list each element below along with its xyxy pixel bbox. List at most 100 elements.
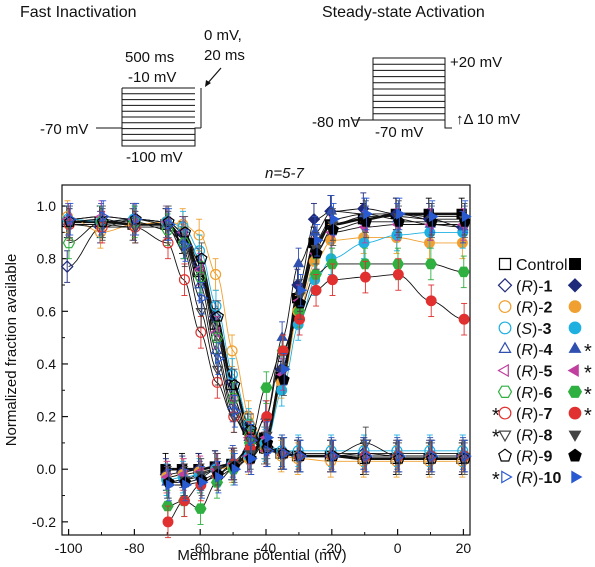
legend-filled-marker bbox=[568, 406, 582, 420]
legend-entry: (R)-4 * bbox=[498, 341, 592, 363]
point-inactivation bbox=[211, 365, 224, 376]
legend-paren-close: )- bbox=[533, 278, 544, 295]
legend-entry: (R)-6 * bbox=[497, 384, 592, 406]
point-activation bbox=[231, 463, 242, 475]
legend-filled-marker bbox=[567, 278, 583, 293]
point-inactivation bbox=[280, 447, 291, 460]
legend-entry: * (R)-10 bbox=[492, 469, 583, 491]
legend-paren-close: )- bbox=[533, 342, 544, 359]
legend-open-marker bbox=[497, 385, 513, 398]
x-tick-label: -100 bbox=[55, 540, 83, 556]
chart: n=5-7 -100 -80 -60 -40 -20 0 20 -0.2 0.0 0.2 0.4 0.… bbox=[3, 165, 472, 564]
legend-paren-close: )- bbox=[532, 321, 543, 338]
step-pointer-arrow bbox=[206, 67, 222, 85]
legend-label: (R)-10 bbox=[516, 470, 561, 487]
point-inactivation bbox=[228, 378, 241, 390]
legend-paren-open: ( bbox=[516, 321, 522, 338]
legend-stereo: R bbox=[521, 427, 533, 444]
legend-paren-open: ( bbox=[516, 449, 522, 466]
point-activation bbox=[359, 271, 371, 283]
x-axis-label: Membrane potential (mV) bbox=[177, 547, 346, 564]
point-activation bbox=[281, 363, 291, 375]
x-tick-label: 0 bbox=[394, 540, 402, 556]
point-inactivation bbox=[195, 252, 208, 264]
duration-label: 500 ms bbox=[125, 49, 174, 66]
legend-entry: (R)-9 bbox=[498, 448, 582, 466]
legend-filled-marker bbox=[568, 448, 582, 462]
significance-star: * bbox=[492, 426, 500, 448]
legend-label: (R)-1 bbox=[516, 278, 553, 295]
legend-label: (R)-4 bbox=[516, 342, 553, 359]
y-tick-label: -0.2 bbox=[32, 514, 56, 530]
y-tick-label: 0.2 bbox=[37, 409, 57, 425]
y-tick-label: 0.4 bbox=[37, 356, 57, 372]
activation-step-lines bbox=[352, 57, 452, 129]
point-activation bbox=[425, 295, 437, 307]
legend-open-marker bbox=[497, 277, 513, 293]
legend-entry: (S)-3 bbox=[498, 321, 582, 338]
point-inactivation bbox=[210, 332, 224, 343]
point-activation bbox=[313, 234, 324, 246]
legend-paren-close: )- bbox=[533, 364, 544, 381]
x-tick-label: 20 bbox=[456, 540, 472, 556]
legend-filled-marker bbox=[567, 364, 579, 377]
y-tick-label: 0.6 bbox=[37, 303, 57, 319]
significance-star: * bbox=[584, 341, 592, 363]
point-activation bbox=[264, 432, 275, 444]
significance-star: * bbox=[492, 405, 500, 427]
y-tick-label: 1.0 bbox=[37, 198, 57, 214]
step-label-line1: 0 mV, bbox=[204, 27, 242, 44]
legend-paren-close: )- bbox=[533, 449, 544, 466]
legend-compound-number: 6 bbox=[544, 385, 553, 402]
point-inactivation bbox=[195, 308, 208, 318]
legend-label: Control bbox=[516, 257, 568, 274]
y-axis-label: Normalized fraction available bbox=[3, 254, 20, 447]
legend-filled-marker bbox=[569, 258, 581, 270]
x-tick-label: -40 bbox=[256, 540, 276, 556]
point-inactivation bbox=[461, 450, 472, 462]
legend-label: (R)-8 bbox=[516, 427, 553, 444]
point-inactivation bbox=[132, 213, 143, 226]
legend-stereo: S bbox=[521, 321, 532, 338]
legend-open-marker bbox=[498, 430, 512, 443]
point-inactivation bbox=[212, 310, 225, 322]
y-tick-label: 0.0 bbox=[37, 461, 57, 477]
legend-paren-close: )- bbox=[533, 427, 544, 444]
legend-compound-number: 1 bbox=[544, 278, 553, 295]
point-activation bbox=[162, 516, 174, 528]
point-inactivation bbox=[227, 392, 240, 404]
legend-label: (R)-9 bbox=[516, 449, 553, 466]
point-activation bbox=[392, 269, 404, 280]
legend-open-marker bbox=[498, 406, 512, 420]
point-activation bbox=[215, 471, 225, 483]
significance-star: * bbox=[584, 363, 592, 385]
legend-filled-marker bbox=[568, 341, 582, 353]
point-activation bbox=[182, 479, 192, 491]
point-inactivation bbox=[193, 245, 206, 257]
legend-stereo: R bbox=[521, 406, 533, 423]
legend-name: Control bbox=[516, 257, 568, 274]
legend-stereo: R bbox=[521, 470, 533, 487]
plot-frame bbox=[61, 184, 471, 536]
significance-star: * bbox=[584, 384, 592, 406]
point-inactivation bbox=[210, 268, 222, 281]
point-inactivation bbox=[231, 405, 242, 418]
point-activation bbox=[457, 266, 470, 278]
point-inactivation bbox=[228, 413, 240, 424]
legend-open-marker bbox=[501, 470, 513, 484]
point-activation bbox=[429, 210, 439, 223]
point-activation bbox=[307, 212, 321, 226]
x-tick-label: -80 bbox=[124, 540, 144, 556]
legend-label: (R)-5 bbox=[516, 364, 553, 381]
legend-open-marker bbox=[498, 448, 512, 462]
legend-paren-open: ( bbox=[516, 342, 522, 359]
point-activation bbox=[165, 479, 176, 491]
point-inactivation bbox=[67, 213, 77, 226]
legend-paren-close: )- bbox=[533, 406, 544, 423]
legend-open-marker bbox=[498, 257, 512, 271]
point-inactivation bbox=[428, 450, 440, 462]
holding-voltage-label: -70 mV bbox=[40, 121, 88, 138]
axes: -100 -80 -60 -40 -20 0 20 -0.2 0.0 0.2 0.4 0.6 0.8 1.… bbox=[32, 184, 472, 556]
legend-paren-close: )- bbox=[533, 385, 544, 402]
x-tick-label: -60 bbox=[190, 540, 210, 556]
